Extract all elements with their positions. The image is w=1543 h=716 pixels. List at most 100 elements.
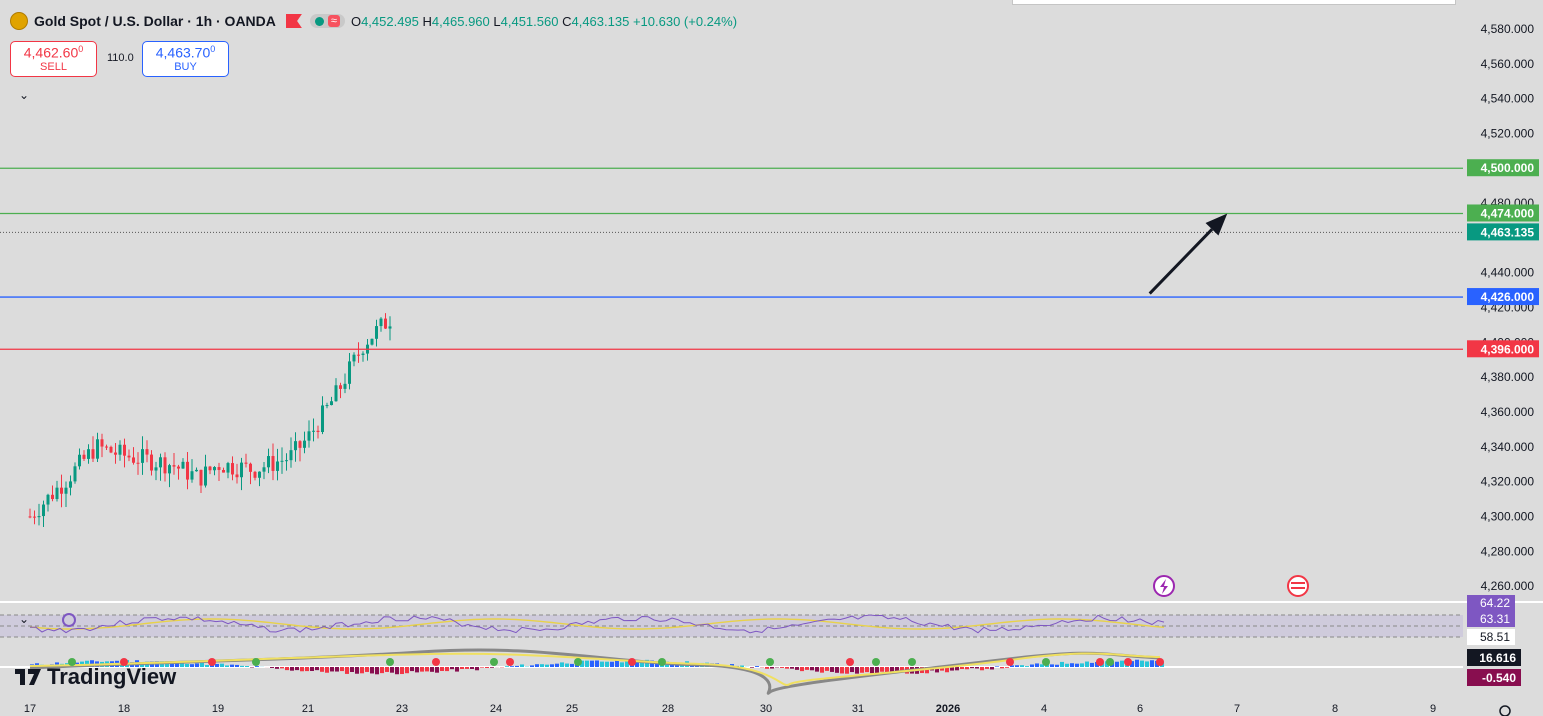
macd-hist-bar	[1140, 660, 1144, 667]
macd-hist-bar	[1030, 664, 1034, 667]
macd-hist-bar	[595, 660, 599, 667]
macd-line	[29, 648, 1161, 695]
macd-hist-bar	[590, 660, 594, 667]
ohlc-close: 4,463.135	[571, 13, 630, 29]
macd-hist-bar	[445, 667, 449, 672]
macd-hist-bar	[220, 663, 224, 667]
candle-body	[294, 441, 297, 451]
macd-hist-bar	[605, 661, 609, 667]
collapse-chevron-icon[interactable]: ⌄	[19, 88, 30, 102]
status-dot-icon	[314, 16, 324, 26]
macd-hist-bar	[885, 667, 889, 674]
candle-body	[100, 439, 104, 447]
macd-hist-bar	[835, 667, 839, 673]
macd-hist-bar	[170, 661, 174, 667]
macd-hist-bar	[365, 667, 369, 672]
candle-body	[334, 385, 338, 402]
macd-hist-bar	[855, 667, 859, 674]
candle-body	[325, 405, 329, 407]
macd-hist-bar	[385, 667, 389, 672]
macd-hist-bar	[785, 667, 789, 669]
candle-body	[339, 385, 342, 389]
macd-hist-bar	[795, 667, 799, 670]
macd-hist-bar	[945, 667, 949, 673]
macd-hist-bar	[1005, 667, 1009, 668]
macd-hist-bar	[325, 667, 329, 673]
macd-hist-bar	[820, 667, 824, 673]
macd-hist-bar	[310, 667, 314, 671]
level-tag	[1467, 159, 1539, 177]
macd-hist-bar	[755, 666, 759, 667]
candle-body	[199, 469, 203, 486]
candle-body	[204, 466, 207, 486]
last-price-label: 4,463.135	[1481, 225, 1535, 239]
candle-body	[51, 494, 54, 500]
macd-hist-bar	[610, 661, 614, 667]
macd-hist-bar	[465, 667, 469, 669]
symbol-title[interactable]: Gold Spot / U.S. Dollar · 1h · OANDA	[34, 13, 276, 29]
sell-price: 4,462.60	[23, 44, 79, 61]
last-price-tag	[1467, 223, 1539, 241]
candle-body	[118, 444, 122, 455]
flag-icon[interactable]	[285, 14, 302, 28]
macd-cross-dot	[658, 658, 666, 666]
macd-hist-bar	[1070, 663, 1074, 667]
buy-button[interactable]: 4,463.700 BUY	[142, 41, 229, 77]
candle-body	[96, 439, 99, 459]
macd-hist-bar	[640, 660, 644, 667]
level-tag	[1467, 288, 1539, 306]
macd-cross-dot	[1042, 658, 1050, 666]
y-tick-label: 4,440.000	[1481, 266, 1535, 280]
macd-hist-bar	[890, 667, 894, 673]
macd-hist-bar	[180, 661, 184, 667]
macd-hist-bar	[245, 666, 249, 667]
rsi-tag-label: 63.31	[1480, 612, 1510, 626]
candle-body	[60, 487, 63, 494]
trend-arrow-shaft	[1148, 228, 1214, 295]
macd-cross-dot	[490, 658, 498, 666]
candle-body	[379, 318, 383, 327]
macd-cross-dot	[574, 658, 582, 666]
indicator-pill[interactable]: ≈	[309, 14, 345, 28]
macd-hist-bar	[1065, 663, 1069, 667]
macd-hist-bar	[275, 667, 279, 669]
x-tick-label: 8	[1332, 703, 1338, 715]
candle-body	[168, 465, 171, 474]
x-tick-label: 18	[118, 703, 130, 715]
macd-hist-bar	[830, 667, 834, 672]
macd-cross-dot	[252, 658, 260, 666]
macd-hist-bar	[1050, 664, 1054, 667]
macd-hist-bar	[950, 667, 954, 671]
macd-hist-bar	[900, 667, 904, 672]
macd-cross-dot	[1124, 658, 1132, 666]
macd-hist-bar	[845, 667, 849, 674]
y-tick-label: 4,300.000	[1481, 509, 1535, 523]
rsi-line	[30, 614, 1165, 634]
candle-body	[262, 467, 266, 472]
candle-body	[240, 462, 243, 478]
macd-hist-bar	[770, 667, 774, 669]
sell-button[interactable]: 4,462.600 SELL	[10, 41, 97, 77]
macd-hist-bar	[240, 665, 244, 667]
rsi-tag	[1467, 611, 1515, 627]
candle-body	[154, 467, 158, 471]
wave-icon: ≈	[327, 15, 340, 27]
candle-body	[249, 463, 252, 472]
macd-hist-bar	[290, 667, 294, 671]
y-tick-label: 4,540.000	[1481, 92, 1535, 106]
candle-body	[132, 457, 135, 463]
macd-hist-bar	[935, 667, 939, 673]
macd-hist-bar	[430, 667, 434, 672]
macd-hist-bar	[740, 665, 744, 667]
macd-hist-bar	[780, 667, 784, 668]
macd-hist-bar	[435, 667, 439, 673]
macd-hist-bar	[205, 664, 209, 667]
lightning-glyph	[1160, 579, 1168, 594]
indicator-chevron-icon[interactable]: ⌄	[19, 612, 30, 626]
macd-tag	[1467, 669, 1521, 686]
macd-hist-bar	[350, 667, 354, 673]
candle-body	[298, 441, 302, 448]
candle-body	[267, 456, 270, 468]
